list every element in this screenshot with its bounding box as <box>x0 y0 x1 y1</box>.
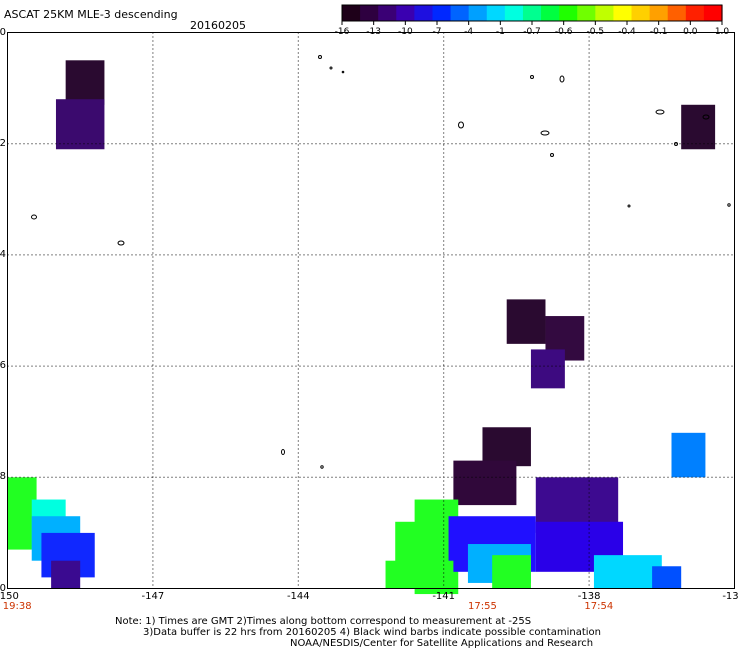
swath-cell <box>385 560 454 589</box>
colorbar-label: -1 <box>495 27 505 37</box>
colorbar-swatch <box>468 5 488 21</box>
island-outlines <box>31 55 731 469</box>
colorbar-swatch <box>703 5 723 21</box>
colorbar-label: -0.6 <box>554 27 573 37</box>
swath-cell <box>51 560 81 589</box>
colorbar-swatch <box>342 5 361 21</box>
swath-cell <box>453 460 517 506</box>
colorbar-swatch <box>450 5 470 21</box>
swath-cell <box>492 555 531 589</box>
latitude-label: -20 <box>0 26 6 38</box>
island <box>540 130 550 136</box>
colorbar-label: -13 <box>366 27 381 37</box>
colorbar-swatch <box>667 5 687 21</box>
colorbar-swatch <box>414 5 434 21</box>
colorbar-label: -0.1 <box>649 27 668 37</box>
colorbar-label: -0.5 <box>586 27 605 37</box>
colorbar-swatch <box>559 5 578 21</box>
colorbar-swatch <box>577 5 596 21</box>
colorbar-swatch <box>378 5 397 21</box>
latitude-label: -26 <box>0 360 6 372</box>
swath-cell <box>530 349 565 389</box>
colorbar-swatch <box>541 5 560 21</box>
island <box>674 142 678 146</box>
island <box>550 153 554 157</box>
colorbar-swatch <box>613 5 633 21</box>
longitude-label: -144 <box>286 591 310 602</box>
swath-cell <box>65 60 105 105</box>
island <box>320 465 324 469</box>
island <box>318 55 322 59</box>
grid-lines <box>7 32 735 589</box>
map-title: ASCAT 25KM MLE-3 descending <box>4 8 178 21</box>
colorbar-label: -10 <box>397 27 413 37</box>
island <box>329 66 333 70</box>
note-line-3: NOAA/NESDIS/Center for Satellite Applica… <box>290 638 594 649</box>
colorbar-swatch <box>685 5 705 21</box>
map-date: 20160205 <box>190 19 246 32</box>
latitude-label: -22 <box>0 137 6 149</box>
swath-cell <box>593 555 662 589</box>
island <box>458 121 464 129</box>
swath-cell <box>681 104 716 150</box>
island <box>117 240 125 246</box>
colorbar-swatch <box>595 5 615 21</box>
map-frame <box>7 32 735 589</box>
colorbar-label: 1.0 <box>714 27 730 37</box>
island <box>559 75 565 83</box>
island <box>627 204 631 208</box>
swath-cell <box>482 427 531 467</box>
swath-cell <box>506 299 546 344</box>
longitude-label: -141 <box>432 591 456 602</box>
time-label: 17:55 <box>468 601 497 612</box>
island <box>530 75 534 79</box>
colorbar-label: -16 <box>334 27 350 37</box>
swath-cells <box>7 60 716 595</box>
island <box>727 203 731 207</box>
island <box>31 214 37 220</box>
island <box>281 449 285 455</box>
colorbar-swatch <box>631 5 651 21</box>
island <box>341 70 345 74</box>
swath-cell <box>652 566 682 589</box>
colorbar-label: 0.0 <box>683 27 698 37</box>
colorbar-swatch <box>486 5 506 21</box>
swath-cell <box>671 432 706 478</box>
island <box>655 109 665 115</box>
latitude-label: -24 <box>0 248 6 260</box>
longitude-label: -150 <box>0 591 19 602</box>
island <box>702 114 710 120</box>
swath-cell <box>55 99 105 150</box>
longitude-label: -147 <box>141 591 165 602</box>
latitude-label: -30 <box>0 582 6 594</box>
colorbar-label: -0.7 <box>523 27 541 37</box>
colorbar-label: -7 <box>432 27 442 37</box>
colorbar-label: -0.4 <box>618 27 636 37</box>
colorbar-swatch <box>360 5 379 21</box>
longitude-label: -138 <box>577 591 601 602</box>
time-label: 19:38 <box>2 601 32 612</box>
colorbar-label: -4 <box>464 27 474 37</box>
colorbar-swatch <box>396 5 415 21</box>
longitude-label: -13 <box>722 591 739 602</box>
colorbar-swatch <box>522 5 542 21</box>
colorbar-swatch <box>432 5 452 21</box>
colorbar-swatch <box>504 5 524 21</box>
time-label: 17:54 <box>584 601 614 612</box>
latitude-label: -28 <box>0 471 6 483</box>
note-line-2: 3)Data buffer is 22 hrs from 20160205 4)… <box>143 627 601 638</box>
colorbar-swatch <box>649 5 669 21</box>
note-line-1: Note: 1) Times are GMT 2)Times along bot… <box>115 616 532 627</box>
colorbar <box>341 4 723 25</box>
